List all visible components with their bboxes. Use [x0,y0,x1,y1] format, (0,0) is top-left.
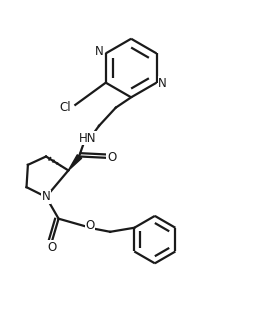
Text: O: O [107,151,116,164]
Text: O: O [107,151,116,164]
Text: N: N [94,46,103,58]
Text: N: N [42,191,50,203]
Text: N: N [94,46,103,58]
Text: O: O [85,219,95,232]
Text: N: N [158,77,167,90]
Text: HN: HN [79,132,97,145]
Text: Cl: Cl [60,100,71,114]
Text: N: N [158,77,167,90]
Text: HN: HN [79,132,97,145]
Text: O: O [47,241,56,254]
Text: Cl: Cl [60,100,71,114]
Text: O: O [47,241,56,254]
Text: N: N [42,191,50,203]
Text: O: O [85,219,95,232]
Polygon shape [68,155,82,171]
